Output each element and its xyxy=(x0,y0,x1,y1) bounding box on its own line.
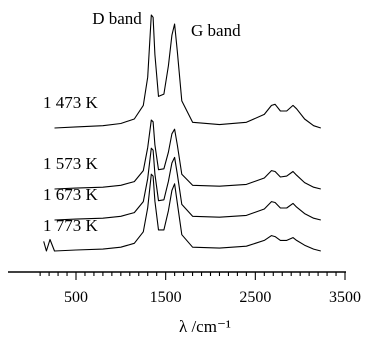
x-tick-label: 3500 xyxy=(329,289,361,306)
series-labels: 1 473 K 1 573 K 1 673 K 1 773 K xyxy=(43,93,99,235)
x-tick-label: 1500 xyxy=(150,289,182,306)
series-line xyxy=(43,173,321,252)
x-axis-tick-labels: 500 1500 2500 3500 xyxy=(64,289,361,306)
peak-annotations: D band G band xyxy=(92,9,241,40)
series-line xyxy=(54,147,321,221)
x-axis-minor-ticks xyxy=(39,272,337,276)
x-axis-major-ticks xyxy=(75,272,346,280)
peak-annotation: G band xyxy=(191,21,241,40)
peak-annotation: D band xyxy=(92,9,142,28)
x-tick-label: 500 xyxy=(64,289,88,306)
series-label: 1 573 K xyxy=(43,154,99,173)
x-axis: 500 1500 2500 3500 xyxy=(8,271,361,306)
series-line xyxy=(54,119,321,190)
x-axis-label: λ /cm⁻¹ xyxy=(179,317,231,336)
series-label: 1 773 K xyxy=(43,216,99,235)
series-line xyxy=(54,14,321,129)
series-label: 1 473 K xyxy=(43,93,99,112)
series-label: 1 673 K xyxy=(43,185,99,204)
spectra-curves xyxy=(43,14,321,252)
x-tick-label: 2500 xyxy=(239,289,271,306)
